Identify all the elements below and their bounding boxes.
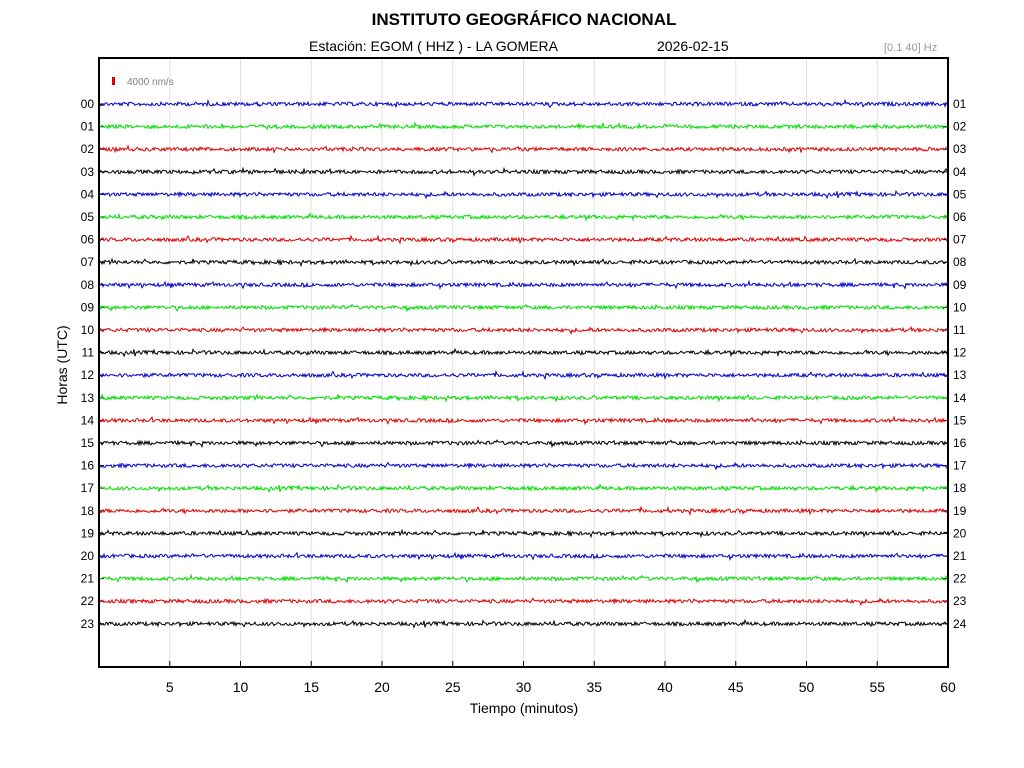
scale-label: 4000 nm/s bbox=[127, 77, 174, 88]
date-label: 2026-02-15 bbox=[657, 38, 729, 54]
hour-label-left: 13 bbox=[81, 391, 95, 405]
hour-label-left: 20 bbox=[81, 549, 95, 563]
hour-label-right: 19 bbox=[953, 504, 967, 518]
hour-label-right: 13 bbox=[953, 368, 967, 382]
trace-hour-11 bbox=[99, 347, 948, 358]
hour-label-left: 04 bbox=[81, 187, 95, 201]
hour-label-left: 09 bbox=[81, 300, 95, 314]
hour-label-right: 07 bbox=[953, 233, 967, 247]
x-tick-label: 55 bbox=[869, 679, 885, 695]
trace-hour-14 bbox=[99, 415, 948, 426]
x-tick-label: 25 bbox=[445, 679, 461, 695]
hour-label-left: 08 bbox=[81, 278, 95, 292]
hour-label-right: 14 bbox=[953, 391, 967, 405]
hour-label-left: 14 bbox=[81, 413, 95, 427]
hour-label-right: 24 bbox=[953, 617, 967, 631]
trace-hour-06 bbox=[99, 234, 948, 245]
hour-label-right: 12 bbox=[953, 346, 967, 360]
grid-lines bbox=[99, 58, 948, 667]
trace-hour-05 bbox=[99, 212, 948, 222]
hour-label-right: 21 bbox=[953, 549, 967, 563]
hour-label-right: 02 bbox=[953, 120, 967, 134]
hour-label-right: 16 bbox=[953, 436, 967, 450]
trace-hour-15 bbox=[99, 439, 948, 449]
x-tick-label: 10 bbox=[233, 679, 249, 695]
x-tick-label: 30 bbox=[516, 679, 532, 695]
x-tick-label: 45 bbox=[728, 679, 744, 695]
x-tick-label: 5 bbox=[166, 679, 174, 695]
x-tick-label: 50 bbox=[799, 679, 815, 695]
trace-hour-02 bbox=[99, 144, 948, 154]
trace-hour-03 bbox=[99, 166, 948, 177]
trace-hour-18 bbox=[99, 505, 948, 516]
x-tick-label: 40 bbox=[657, 679, 673, 695]
seismic-traces bbox=[99, 98, 948, 629]
hour-label-left: 10 bbox=[81, 323, 95, 337]
hour-label-left: 07 bbox=[81, 255, 95, 269]
hour-label-right: 18 bbox=[953, 481, 967, 495]
trace-hour-16 bbox=[99, 461, 948, 471]
hour-label-right: 08 bbox=[953, 255, 967, 269]
hour-label-right: 17 bbox=[953, 459, 967, 473]
hour-label-right: 06 bbox=[953, 210, 967, 224]
hour-label-left: 05 bbox=[81, 210, 95, 224]
x-tick-label: 35 bbox=[586, 679, 602, 695]
x-tick-label: 60 bbox=[940, 679, 956, 695]
page-title: INSTITUTO GEOGRÁFICO NACIONAL bbox=[371, 10, 677, 29]
hour-label-left: 19 bbox=[81, 526, 95, 540]
trace-hour-04 bbox=[99, 189, 948, 200]
trace-hour-19 bbox=[99, 528, 948, 539]
hour-label-left: 17 bbox=[81, 481, 95, 495]
trace-hour-22 bbox=[99, 597, 948, 607]
trace-hour-20 bbox=[99, 551, 948, 562]
hour-label-right: 15 bbox=[953, 413, 967, 427]
hour-label-right: 01 bbox=[953, 97, 967, 111]
hour-label-right: 09 bbox=[953, 278, 967, 292]
scale-bar bbox=[112, 77, 115, 85]
hour-label-left: 06 bbox=[81, 233, 95, 247]
trace-hour-23 bbox=[99, 618, 948, 629]
hour-label-right: 20 bbox=[953, 526, 967, 540]
filter-label: [0.1 40] Hz bbox=[884, 42, 938, 54]
hour-label-right: 05 bbox=[953, 187, 967, 201]
trace-hour-10 bbox=[99, 325, 948, 335]
hour-label-left: 16 bbox=[81, 459, 95, 473]
x-tick-label: 20 bbox=[374, 679, 390, 695]
hour-label-right: 10 bbox=[953, 300, 967, 314]
hour-label-right: 22 bbox=[953, 572, 967, 586]
axis-labels: 5 10 15 20 25 30 35 40 45 50 55 60 00 01 01 02 02 03 03 04 0… bbox=[81, 77, 967, 695]
trace-hour-01 bbox=[99, 121, 948, 131]
hour-label-right: 23 bbox=[953, 594, 967, 608]
trace-hour-17 bbox=[99, 483, 948, 494]
hour-label-left: 01 bbox=[81, 120, 95, 134]
plot-frame bbox=[98, 57, 949, 668]
trace-hour-00 bbox=[99, 98, 948, 109]
hour-label-left: 11 bbox=[82, 346, 95, 360]
hour-label-left: 03 bbox=[81, 165, 95, 179]
trace-hour-09 bbox=[99, 303, 948, 313]
hour-label-left: 18 bbox=[81, 504, 95, 518]
x-axis-label: Tiempo (minutos) bbox=[469, 700, 579, 716]
trace-hour-07 bbox=[99, 257, 948, 268]
trace-hour-08 bbox=[99, 279, 948, 290]
trace-hour-13 bbox=[99, 393, 948, 403]
hour-label-left: 23 bbox=[81, 617, 95, 631]
hour-label-right: 03 bbox=[953, 142, 967, 156]
station-label: Estación: EGOM ( HHZ ) - LA GOMERA bbox=[309, 38, 558, 54]
hour-label-left: 12 bbox=[81, 368, 95, 382]
hour-label-left: 21 bbox=[81, 572, 95, 586]
hour-label-left: 15 bbox=[81, 436, 95, 450]
hour-label-right: 11 bbox=[953, 323, 966, 337]
trace-hour-21 bbox=[99, 573, 948, 584]
trace-hour-12 bbox=[99, 369, 948, 381]
hour-label-right: 04 bbox=[953, 165, 967, 179]
x-tick-label: 15 bbox=[303, 679, 319, 695]
hour-label-left: 02 bbox=[81, 142, 95, 156]
hour-label-left: 22 bbox=[81, 594, 95, 608]
hour-label-left: 00 bbox=[81, 97, 95, 111]
